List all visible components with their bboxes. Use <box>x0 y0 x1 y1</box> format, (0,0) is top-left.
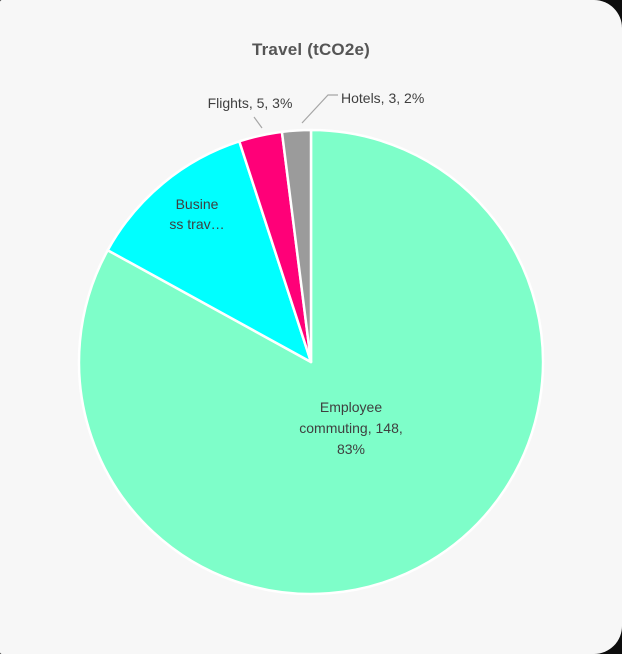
flights-leader-line <box>253 116 263 129</box>
chart-title: Travel (tCO2e) <box>251 40 371 59</box>
pie-slice-business-travel[interactable] <box>106 140 313 364</box>
flights-data-label: Flights, 5, 3% <box>207 95 293 111</box>
business-travel-data-label: Busine ss trav… <box>137 194 257 234</box>
employee-commuting-label-line-1: Employee <box>319 399 383 415</box>
business-travel-label-line-1: Busine <box>175 196 219 212</box>
business-travel-label-line-2: ss trav… <box>169 216 225 232</box>
employee-commuting-label-line-3: 83% <box>336 441 366 457</box>
pie-slices <box>77 128 545 596</box>
pie-slice-hotels[interactable] <box>280 128 313 364</box>
employee-commuting-label-line-2: commuting, 148, <box>299 420 403 436</box>
hotels-leader-line <box>301 94 338 124</box>
hotels-data-label: Hotels, 3, 2% <box>341 90 425 106</box>
employee-commuting-data-label: Employee commuting, 148, 83% <box>265 397 437 460</box>
